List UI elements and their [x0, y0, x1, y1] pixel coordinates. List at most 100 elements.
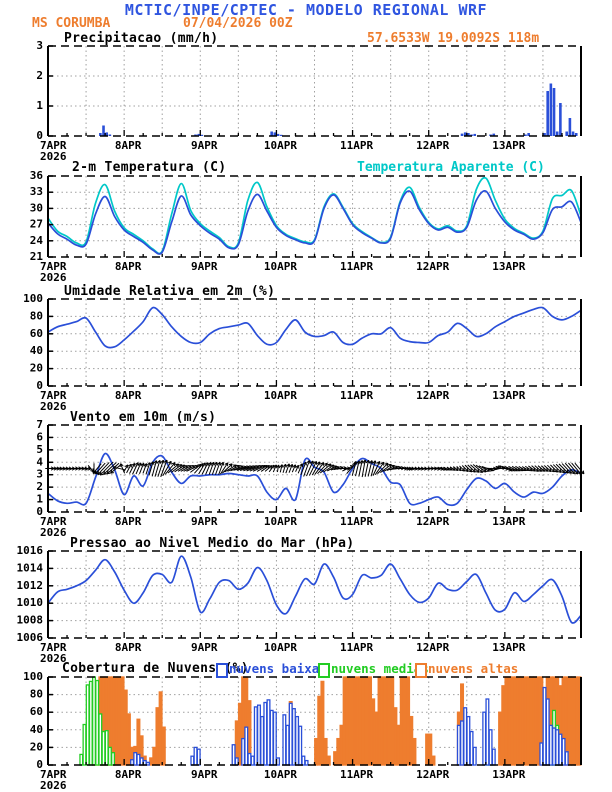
svg-text:1012: 1012 — [17, 579, 44, 592]
legend-label-low-clouds: nuvens baixas — [229, 661, 327, 676]
svg-text:8APR: 8APR — [115, 641, 142, 654]
svg-text:10APR: 10APR — [264, 515, 297, 528]
panel-humidity-series — [47, 306, 582, 349]
svg-text:1016: 1016 — [17, 544, 44, 557]
svg-text:12APR: 12APR — [416, 641, 449, 654]
panel-title-temperature: 2-m Temperatura (C) — [72, 160, 227, 175]
legend-swatch-low-clouds — [216, 663, 228, 678]
svg-text:9APR: 9APR — [191, 641, 218, 654]
svg-text:2: 2 — [36, 480, 43, 493]
svg-text:10APR: 10APR — [264, 768, 297, 781]
svg-text:13APR: 13APR — [492, 389, 525, 402]
svg-text:40: 40 — [30, 723, 43, 736]
svg-text:36: 36 — [30, 169, 44, 182]
svg-text:11APR: 11APR — [340, 515, 373, 528]
svg-text:3: 3 — [36, 39, 43, 52]
svg-text:1: 1 — [36, 99, 43, 112]
legend-apparent-temperature: Temperatura Aparente (C) — [357, 160, 545, 175]
svg-text:80: 80 — [30, 309, 43, 322]
svg-text:27: 27 — [30, 218, 43, 231]
svg-text:2026: 2026 — [40, 150, 67, 163]
panel-clouds-frame: 0 20 40 60 80 100 — [23, 670, 582, 771]
svg-text:13APR: 13APR — [492, 515, 525, 528]
svg-text:13APR: 13APR — [492, 768, 525, 781]
svg-text:2026: 2026 — [40, 400, 67, 413]
panel-title-wind: Vento em 10m (m/s) — [70, 410, 217, 425]
svg-text:10APR: 10APR — [264, 641, 297, 654]
svg-text:11APR: 11APR — [340, 260, 373, 273]
svg-text:1: 1 — [36, 493, 43, 506]
svg-text:13APR: 13APR — [492, 641, 525, 654]
svg-text:2: 2 — [36, 69, 43, 82]
svg-text:0: 0 — [36, 505, 43, 518]
panel-precipitation-frame: 0 1 2 3 — [36, 39, 582, 142]
svg-text:2026: 2026 — [40, 271, 67, 284]
svg-text:40: 40 — [30, 344, 43, 357]
svg-text:13APR: 13APR — [492, 260, 525, 273]
svg-text:1008: 1008 — [17, 614, 44, 627]
svg-text:6: 6 — [36, 430, 43, 443]
svg-text:1014: 1014 — [17, 561, 44, 574]
svg-text:10APR: 10APR — [264, 260, 297, 273]
svg-text:8APR: 8APR — [115, 260, 142, 273]
svg-text:3: 3 — [36, 468, 43, 481]
svg-text:8APR: 8APR — [115, 139, 142, 152]
panel-clouds-series — [79, 676, 582, 766]
svg-text:10APR: 10APR — [264, 389, 297, 402]
svg-text:12APR: 12APR — [416, 260, 449, 273]
svg-text:13APR: 13APR — [492, 139, 525, 152]
svg-text:60: 60 — [30, 705, 43, 718]
svg-text:9APR: 9APR — [191, 139, 218, 152]
svg-text:8APR: 8APR — [115, 515, 142, 528]
panel-temperature-series — [47, 176, 582, 255]
svg-text:11APR: 11APR — [340, 389, 373, 402]
wind-direction-arrows — [45, 459, 585, 478]
svg-text:1010: 1010 — [17, 596, 44, 609]
svg-text:8APR: 8APR — [115, 389, 142, 402]
legend-swatch-mid-clouds — [318, 663, 330, 678]
svg-text:2026: 2026 — [40, 652, 67, 665]
svg-text:9APR: 9APR — [191, 260, 218, 273]
legend-swatch-high-clouds — [415, 663, 427, 678]
svg-text:80: 80 — [30, 688, 43, 701]
panel-title-pressure: Pressao ao Nivel Medio do Mar (hPa) — [70, 536, 355, 551]
svg-text:9APR: 9APR — [191, 389, 218, 402]
panel-pressure-frame: 1006 1008 1010 1012 1014 1016 — [17, 544, 582, 644]
panel-precipitation-grid — [48, 46, 581, 136]
svg-text:21: 21 — [30, 250, 44, 263]
legend-label-mid-clouds: nuvens medias — [331, 661, 429, 676]
panel-pressure-series — [47, 555, 582, 624]
panel-title-precipitation: Precipitacao (mm/h) — [64, 31, 219, 46]
svg-text:11APR: 11APR — [340, 139, 373, 152]
svg-text:1006: 1006 — [17, 631, 44, 644]
legend-label-high-clouds: nuvens altas — [428, 661, 519, 676]
svg-text:7APR: 7APR — [40, 515, 67, 528]
svg-text:0: 0 — [36, 758, 43, 771]
svg-text:4: 4 — [36, 455, 43, 468]
svg-text:9APR: 9APR — [191, 515, 218, 528]
svg-text:2026: 2026 — [40, 779, 67, 792]
svg-text:100: 100 — [23, 670, 43, 683]
svg-text:9APR: 9APR — [191, 768, 218, 781]
station-coordinates: 57.6533W 19.0092S 118m — [367, 31, 540, 46]
panel-humidity-grid — [48, 299, 581, 386]
run-datetime: 07/04/2026 00Z — [183, 16, 293, 31]
panel-temperature-frame: 21 24 27 30 33 36 — [30, 169, 582, 263]
svg-text:12APR: 12APR — [416, 515, 449, 528]
svg-text:60: 60 — [30, 327, 43, 340]
svg-text:24: 24 — [30, 234, 44, 247]
svg-text:11APR: 11APR — [340, 641, 373, 654]
page-title: MCTIC/INPE/CPTEC - MODELO REGIONAL WRF — [124, 1, 488, 19]
svg-text:7APR: 7APR — [40, 641, 67, 654]
svg-text:10APR: 10APR — [264, 139, 297, 152]
